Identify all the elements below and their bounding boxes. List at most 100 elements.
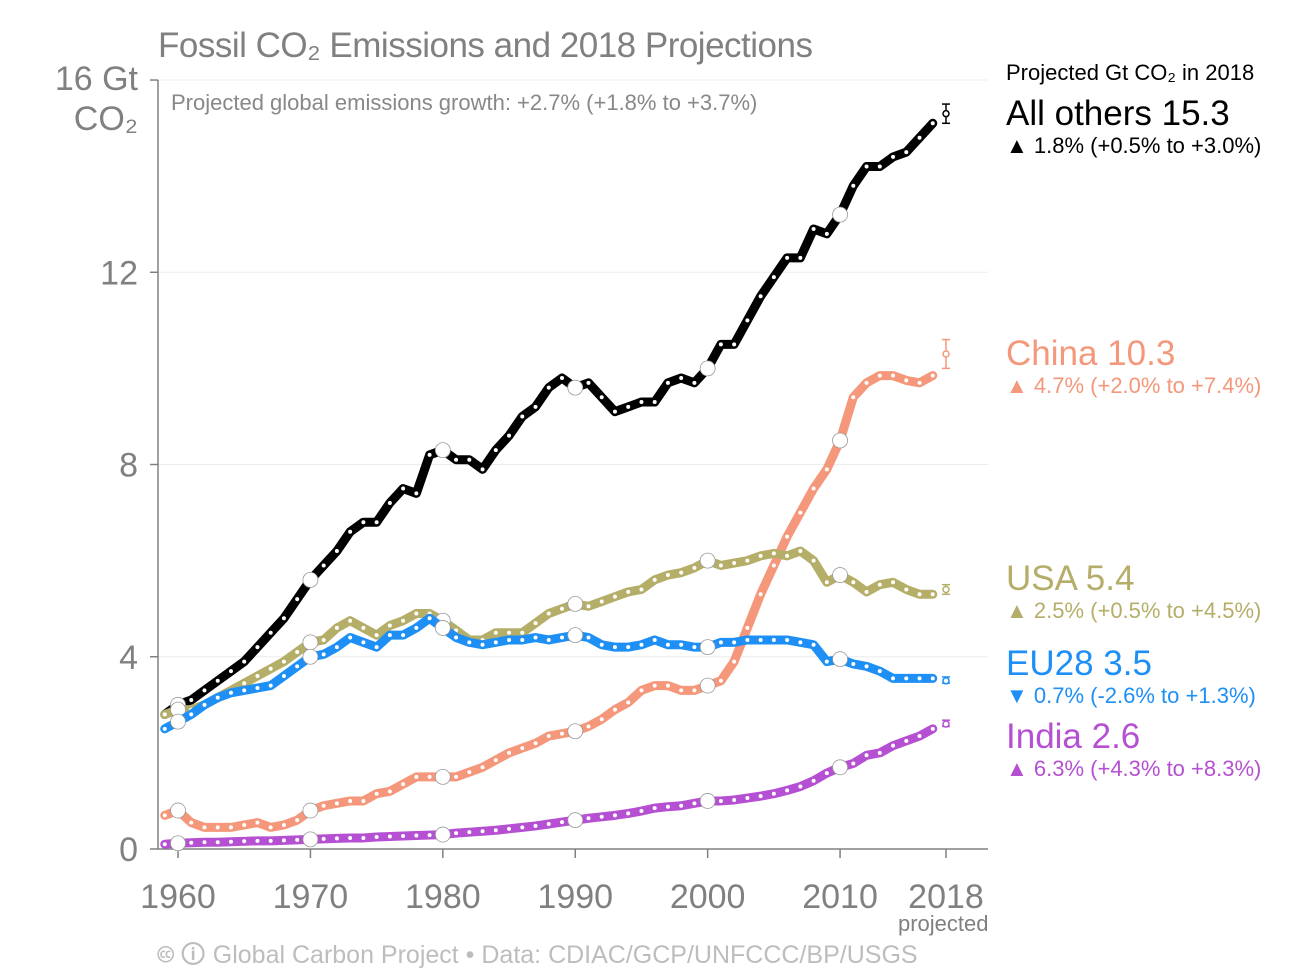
year-point-usa [626,589,631,594]
year-point-china [414,774,419,779]
year-point-china [162,813,167,818]
year-point-usa [891,580,896,585]
year-point-india [877,750,882,755]
year-point-all-others [930,121,935,126]
year-point-eu28 [785,637,790,642]
legend-label: EU28 3.5 [1006,644,1152,683]
year-point-china [891,373,896,378]
year-point-all-others [864,164,869,169]
year-point-usa [771,551,776,556]
legend-change: ▲ 4.7% (+2.0% to +7.4%) [1006,373,1262,398]
year-point-usa [255,673,260,678]
year-point-usa [387,623,392,628]
decade-marker-all-others [699,360,716,377]
year-point-eu28 [639,642,644,647]
year-point-india [321,836,326,841]
year-point-usa [374,633,379,638]
year-point-india [718,798,723,803]
year-point-china [374,791,379,796]
year-point-all-others [387,500,392,505]
year-point-india [242,839,247,844]
year-point-usa [334,625,339,630]
year-point-all-others [692,380,697,385]
year-point-china [626,700,631,705]
year-point-eu28 [202,702,207,707]
year-point-all-others [348,529,353,534]
decade-marker-eu28 [699,639,716,656]
year-point-india [374,834,379,839]
year-point-eu28 [560,635,564,640]
year-point-india [612,813,617,818]
year-point-usa [401,618,406,623]
year-point-china [745,625,750,630]
year-point-all-others [745,318,750,323]
decade-marker-eu28 [434,620,451,636]
year-point-usa [864,589,869,594]
year-point-eu28 [652,637,657,642]
year-point-all-others [202,688,207,693]
year-point-china [493,758,498,763]
year-point-usa [533,621,538,626]
year-point-china [771,563,776,568]
year-point-china [242,822,247,827]
year-point-india [864,753,869,758]
year-point-eu28 [228,690,233,695]
year-point-india [520,825,525,830]
decade-marker-all-others [567,379,584,396]
year-point-china [533,741,538,746]
year-point-india [930,726,935,731]
year-point-china [454,774,459,779]
y-tick-label: 8 [119,447,138,485]
year-point-china [785,534,790,539]
year-point-china [798,510,803,515]
decade-marker-eu28 [832,651,848,668]
year-point-china [255,820,260,825]
decade-marker-india [699,793,716,809]
year-point-india [758,794,763,799]
year-point-china [467,770,472,775]
year-point-eu28 [864,664,869,669]
year-point-china [586,724,591,729]
year-point-eu28 [612,645,617,650]
legend-label: USA 5.4 [1006,559,1135,598]
year-point-usa [652,577,657,582]
year-point-eu28 [758,637,763,642]
year-point-china [652,683,657,688]
year-point-all-others [824,231,829,236]
year-point-all-others [639,400,644,405]
year-point-all-others [877,164,882,169]
year-point-india [533,823,538,828]
legend-change: ▲ 2.5% (+0.5% to +4.5%) [1006,598,1262,623]
year-point-india [202,840,207,845]
year-point-all-others [493,448,498,453]
decade-marker-eu28 [170,713,186,730]
year-point-all-others [321,563,326,568]
x-tick-label: 1980 [405,878,481,916]
legend-entry-eu28: EU28 3.5 ▼ 0.7% (-2.6% to +1.3%) [1006,645,1256,709]
year-point-china [612,707,617,712]
year-point-india [824,771,829,776]
year-point-india [798,784,803,789]
decade-marker-usa [302,634,319,651]
year-point-all-others [626,404,631,409]
year-point-eu28 [599,642,604,647]
year-point-eu28 [586,635,591,640]
decade-marker-all-others [832,206,848,223]
decade-marker-china [567,723,584,740]
year-point-all-others [467,457,472,462]
year-point-eu28 [811,642,816,647]
year-point-all-others [612,409,617,414]
year-point-eu28 [718,640,723,645]
decade-marker-india [434,826,451,843]
year-point-all-others [281,616,286,621]
decade-marker-all-others [434,442,451,459]
year-point-india [639,809,644,814]
decade-marker-eu28 [302,648,319,665]
projection-point-india [942,720,950,728]
year-point-china [189,820,194,825]
year-point-china [811,486,816,491]
year-point-india [785,788,790,793]
legend-change: ▲ 6.3% (+4.3% to +8.3%) [1006,756,1262,781]
year-point-china [507,750,512,755]
